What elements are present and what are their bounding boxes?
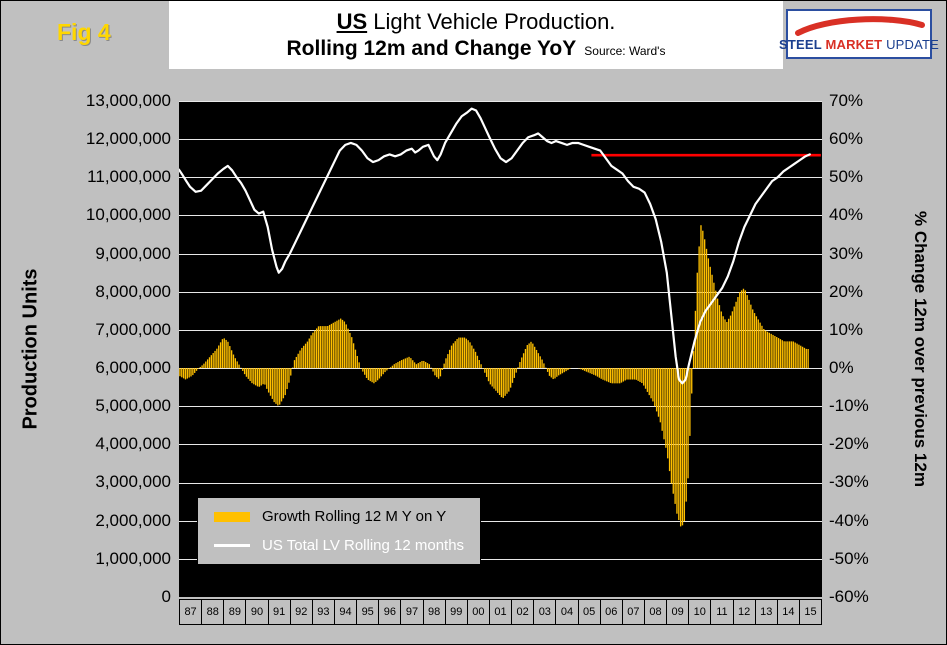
x-axis-label: 07 [621, 599, 645, 625]
plot-area: Growth Rolling 12 M Y on Y US Total LV Ro… [179, 101, 822, 597]
logo-word-update: UPDATE [886, 37, 940, 52]
x-axis-label: 04 [555, 599, 579, 625]
right-axis-tick-labels: 70% 60% 50% 40% 30% 20% 10% 0% -10% -20% -30% -40% -… [829, 92, 899, 606]
x-axis-label: 13 [754, 599, 778, 625]
left-axis-tick-label: 5,000,000 [95, 396, 171, 416]
x-axis-label: 92 [289, 599, 313, 625]
x-axis-label: 05 [577, 599, 601, 625]
chart-title-line2: Rolling 12m and Change YoY Source: Ward's [287, 37, 666, 61]
source-note: Source: Ward's [584, 44, 666, 58]
legend-item: Growth Rolling 12 M Y on Y [214, 508, 464, 525]
left-axis-tick-label: 12,000,000 [85, 129, 171, 149]
x-axis-label: 97 [400, 599, 424, 625]
left-axis-tick-label: 9,000,000 [95, 243, 171, 263]
x-axis-label: 88 [201, 599, 225, 625]
x-axis-label: 09 [666, 599, 690, 625]
right-axis-tick-label: 50% [829, 167, 864, 187]
x-axis-label: 98 [422, 599, 446, 625]
chart-title-rest: Light Vehicle Production. [367, 9, 616, 34]
right-axis-tick-label: 0% [829, 357, 854, 377]
x-axis-label: 96 [378, 599, 402, 625]
figure-label: Fig 4 [57, 19, 111, 45]
x-axis-label: 01 [488, 599, 513, 625]
x-axis-label: 12 [732, 599, 756, 625]
x-axis-label: 11 [710, 599, 734, 625]
x-axis-label: 95 [356, 599, 380, 625]
legend-item: US Total LV Rolling 12 months [214, 537, 464, 554]
x-axis-label: 08 [643, 599, 668, 625]
chart-title-line1: US Light Vehicle Production. [337, 9, 616, 35]
left-axis-tick-labels: 13,000,000 12,000,000 11,000,000 10,000,000… [53, 92, 171, 606]
x-axis-labels: 87 88 89 90 91 92 93 94 95 96 97 98 99 00 01 02 03 04 05 06… [179, 599, 823, 625]
right-axis-title: % Change 12m over previous 12m [911, 211, 930, 487]
x-axis-label: 15 [798, 599, 823, 625]
left-axis-tick-label: 3,000,000 [95, 472, 171, 492]
left-axis-tick-label: 4,000,000 [95, 434, 171, 454]
right-axis-tick-label: -10% [829, 396, 869, 416]
right-axis-tick-label: -50% [829, 548, 869, 568]
right-axis-tick-label: 70% [829, 91, 864, 110]
x-axis-label: 10 [688, 599, 712, 625]
x-axis-label: 94 [333, 599, 358, 625]
right-axis-tick-label: 10% [829, 319, 864, 339]
x-axis-label: 14 [776, 599, 800, 625]
x-axis-label: 91 [267, 599, 291, 625]
right-axis-tick-label: -20% [829, 434, 869, 454]
x-axis-label: 02 [511, 599, 535, 625]
left-axis-tick-label: 7,000,000 [95, 319, 171, 339]
right-axis-tick-label: 60% [829, 129, 864, 149]
x-axis-label: 90 [245, 599, 269, 625]
left-axis-tick-label: 6,000,000 [95, 357, 171, 377]
x-axis-label: 03 [533, 599, 557, 625]
left-axis-tick-label: 10,000,000 [85, 205, 171, 225]
x-axis-label: 87 [179, 599, 203, 625]
chart-subtitle: Rolling 12m and Change YoY [286, 37, 577, 60]
legend-line-swatch-icon [214, 544, 250, 547]
right-axis-tick-label: 40% [829, 205, 864, 225]
x-axis-label: 00 [466, 599, 490, 625]
right-axis-tick-label: -40% [829, 510, 869, 530]
chart-title-prefix: US [336, 9, 368, 34]
chart-title: US Light Vehicle Production. Rolling 12m… [169, 1, 783, 69]
logo-word-market: MARKET [825, 37, 883, 52]
logo-text: STEEL MARKET UPDATE [779, 37, 939, 52]
left-axis-tick-label: 11,000,000 [87, 167, 171, 187]
left-axis-tick-label: 2,000,000 [95, 510, 171, 530]
logo-word-steel: STEEL [778, 37, 822, 52]
x-axis-label: 06 [599, 599, 623, 625]
right-axis-tick-label: -30% [829, 472, 869, 492]
left-axis-tick-label: 1,000,000 [95, 548, 171, 568]
x-axis-label: 93 [311, 599, 335, 625]
legend-bar-swatch-icon [214, 511, 250, 522]
right-axis-tick-label: 20% [829, 281, 864, 301]
right-axis-tick-label: -60% [829, 586, 869, 606]
x-axis-label: 89 [223, 599, 247, 625]
left-axis-tick-label: 0 [161, 586, 171, 606]
left-axis-title: Production Units [19, 268, 42, 430]
legend-label: US Total LV Rolling 12 months [262, 537, 465, 554]
left-axis-tick-label: 8,000,000 [95, 281, 171, 301]
logo-swoosh-icon [795, 16, 925, 36]
legend-label: Growth Rolling 12 M Y on Y [262, 508, 447, 525]
x-axis-label: 99 [444, 599, 468, 625]
steel-market-update-logo: STEEL MARKET UPDATE [779, 9, 939, 59]
left-axis-tick-label: 13,000,000 [85, 91, 171, 110]
legend: Growth Rolling 12 M Y on Y US Total LV Ro… [197, 497, 482, 565]
right-axis-tick-label: 30% [829, 243, 864, 263]
